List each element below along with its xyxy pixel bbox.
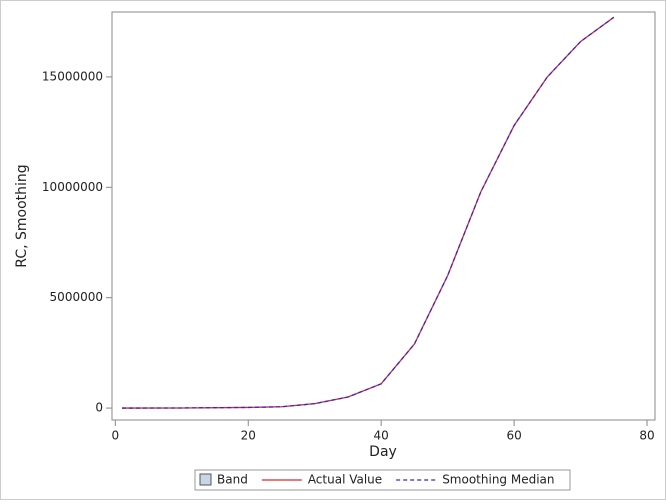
legend-label: Band	[217, 473, 248, 487]
y-tick-label: 0	[95, 401, 103, 415]
x-tick-label: 80	[639, 429, 654, 443]
y-axis-title: RC, Smoothing	[14, 164, 30, 267]
y-tick-label: 10000000	[42, 180, 103, 194]
x-tick-label: 20	[241, 429, 256, 443]
legend	[194, 469, 571, 491]
legend-label: Actual Value	[308, 473, 382, 487]
legend-swatch	[199, 473, 212, 486]
x-axis-title: Day	[369, 444, 397, 460]
y-tick-label: 15000000	[42, 69, 103, 83]
y-tick-label: 5000000	[50, 290, 103, 304]
series-line	[121, 16, 615, 409]
x-tick-label: 0	[112, 429, 120, 443]
x-tick-label: 60	[506, 429, 521, 443]
plot-area	[111, 11, 656, 421]
legend-label: Smoothing Median	[442, 473, 554, 487]
x-tick-label: 40	[374, 429, 389, 443]
